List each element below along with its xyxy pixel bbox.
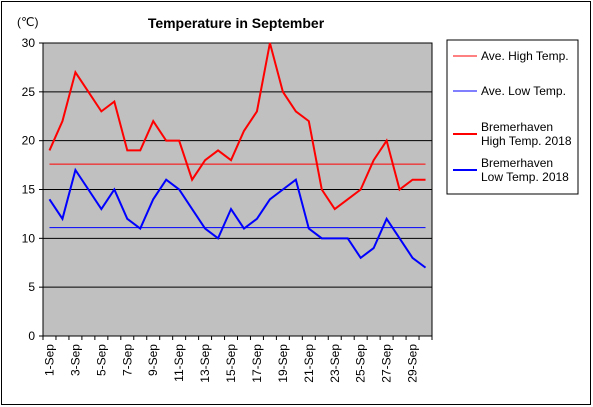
legend-label-0: Ave. High Temp. [481,49,569,63]
x-tick-label: 7-Sep [120,344,134,376]
legend-label-2: High Temp. 2018 [481,134,572,148]
series-lines [48,42,427,269]
x-tick-label: 19-Sep [276,344,290,383]
x-tick-label: 21-Sep [302,344,316,383]
series-line-2 [48,42,426,211]
x-tick-label: 15-Sep [224,344,238,383]
legend: Ave. High Temp. Ave. Low Temp. Bremerhaven… [453,49,572,184]
chart-title: Temperature in September [148,15,325,31]
y-axis-unit: (℃) [17,15,38,29]
x-tick-label: 27-Sep [380,344,394,383]
x-tick-label: 5-Sep [94,344,108,376]
y-tick-label: 25 [22,85,36,99]
x-tick-label: 9-Sep [146,344,160,376]
x-axis-ticks: 1-Sep 3-Sep 5-Sep 7-Sep 9-Sep 11-Sep 13-Sep 15-… [42,336,433,383]
legend-label-1: Ave. Low Temp. [481,84,566,98]
y-tick-label: 15 [22,183,36,197]
x-tick-label: 3-Sep [68,344,82,376]
legend-label-2: Bremerhaven [481,120,553,134]
x-tick-label: 1-Sep [42,344,56,376]
y-tick-label: 20 [22,134,36,148]
y-axis-ticks: 0 5 10 15 20 25 30 [22,36,43,343]
grid-lines [43,91,432,288]
legend-box [446,39,579,195]
x-tick-label: 13-Sep [198,344,212,383]
x-tick-label: 25-Sep [354,344,368,383]
y-tick-label: 0 [28,329,35,343]
series-line-3 [48,167,427,269]
x-tick-label: 23-Sep [328,344,342,383]
y-tick-label: 10 [22,231,36,245]
y-tick-label: 5 [28,280,35,294]
legend-label-3: Bremerhaven [481,156,553,170]
legend-label-3: Low Temp. 2018 [481,170,569,184]
x-tick-label: 29-Sep [406,344,420,383]
x-tick-label: 11-Sep [172,344,186,382]
x-tick-label: 17-Sep [250,344,264,383]
y-tick-label: 30 [22,36,36,50]
